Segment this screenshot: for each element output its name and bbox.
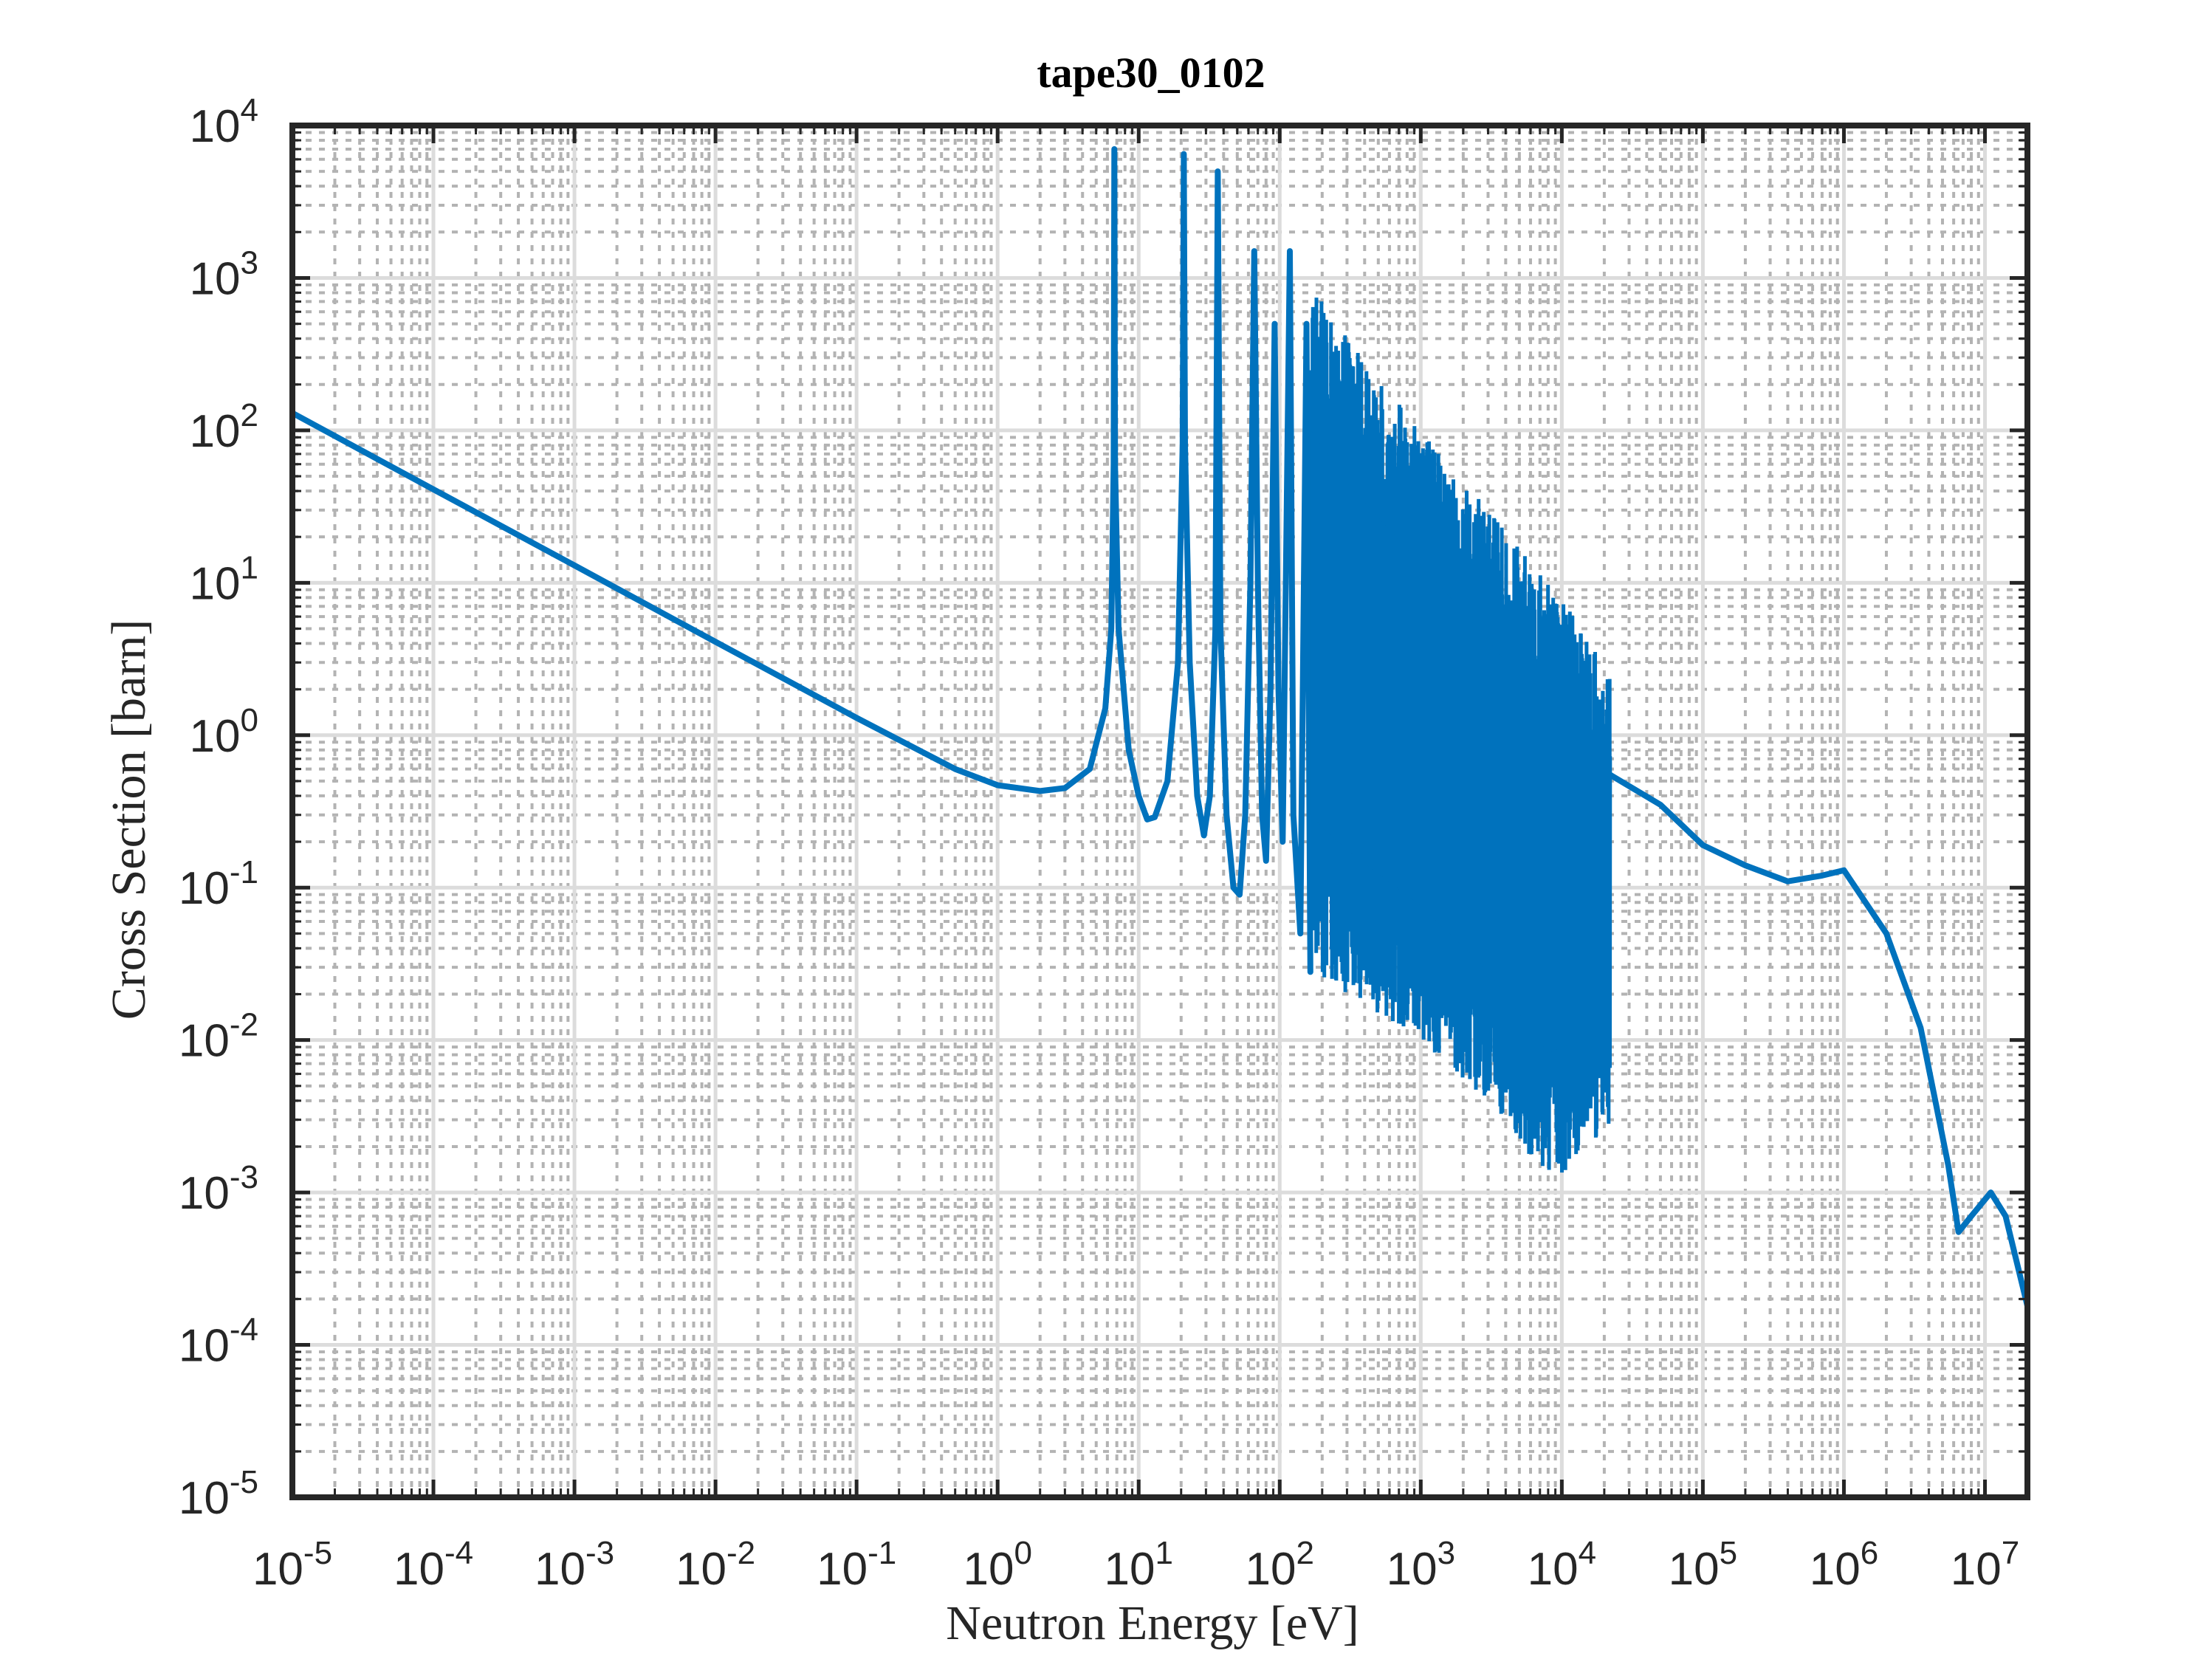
y-tick-label: 10-3 [179, 1159, 258, 1219]
x-tick-label: 10-1 [817, 1535, 896, 1595]
y-tick-label: 10-5 [179, 1464, 258, 1524]
x-tick-label: 100 [963, 1535, 1031, 1595]
y-tick-label: 102 [190, 397, 258, 457]
chart-title: tape30_0102 [1037, 49, 1265, 97]
x-tick-label: 104 [1528, 1535, 1596, 1595]
minor-grid [292, 126, 2027, 1497]
series-resonance-core [1310, 429, 1610, 1053]
x-tick-label: 105 [1669, 1535, 1737, 1595]
x-tick-labels: 10-5 10-4 10-3 10-2 10-1 100 101 102 103 104 105 10… [253, 1535, 2019, 1595]
axes-frame [289, 123, 2030, 1500]
y-tick-label: 103 [190, 244, 258, 304]
series-line-low-energy [289, 146, 1313, 975]
y-tick-label: 100 [190, 702, 258, 762]
y-tick-label: 101 [190, 549, 258, 609]
y-axis-label: Cross Section [barn] [102, 619, 156, 1020]
x-tick-label: 103 [1387, 1535, 1455, 1595]
x-tick-label: 101 [1105, 1535, 1173, 1595]
plot-area [292, 126, 2027, 1497]
series-line-high-energy [1607, 772, 2030, 1309]
x-tick-label: 10-4 [394, 1535, 473, 1595]
y-tick-label: 10-2 [179, 1007, 258, 1067]
y-tick-labels: 10-5 10-4 10-3 10-2 10-1 100 101 102 103 104 [179, 92, 258, 1524]
y-tick-label: 104 [190, 92, 258, 152]
y-tick-label: 10-1 [179, 854, 258, 914]
tick-marks [290, 123, 2027, 1500]
x-tick-label: 102 [1246, 1535, 1314, 1595]
series-layer [289, 146, 2030, 1309]
x-axis-label: Neutron Energy [eV] [946, 1596, 1359, 1650]
x-tick-label: 106 [1810, 1535, 1878, 1595]
x-tick-label: 107 [1951, 1535, 2019, 1595]
x-tick-label: 10-3 [535, 1535, 614, 1595]
y-tick-label: 10-4 [179, 1312, 258, 1372]
x-tick-label: 10-5 [253, 1535, 332, 1595]
x-tick-label: 10-2 [676, 1535, 755, 1595]
